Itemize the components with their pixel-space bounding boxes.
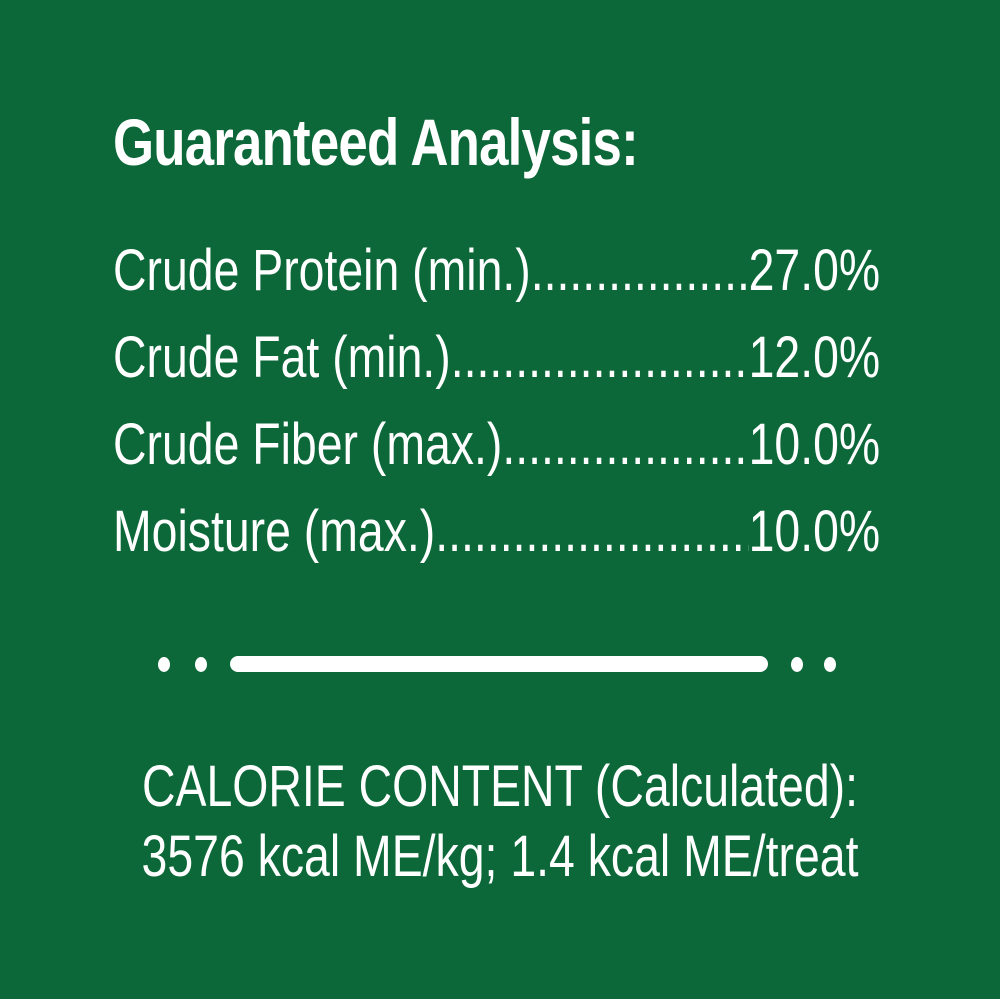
row-label: Crude Fat (min.) [113, 325, 451, 390]
calorie-heading: CALORIE CONTENT (Calculated): [142, 754, 858, 819]
analysis-row: Crude Fat (min.)........................… [113, 323, 880, 410]
row-label: Moisture (max.) [113, 499, 436, 564]
row-value: 27.0% [748, 238, 881, 303]
analysis-row: Crude Protein (min.)....................… [113, 236, 880, 323]
divider-dot [791, 657, 803, 672]
calorie-content: CALORIE CONTENT (Calculated): 3576 kcal … [0, 752, 1000, 892]
page-title: Guaranteed Analysis: [113, 105, 639, 179]
dot-leader: ........................................… [450, 325, 749, 390]
divider-dot [824, 657, 836, 672]
calorie-values: 3576 kcal ME/kg; 1.4 kcal ME/treat [141, 824, 859, 889]
dot-leader: ........................................… [502, 412, 748, 477]
divider-dot [195, 657, 207, 672]
row-label: Crude Fiber (max.) [113, 412, 503, 477]
row-value: 12.0% [748, 325, 881, 390]
dot-leader: ........................................… [530, 238, 749, 303]
dot-leader: ........................................… [435, 499, 749, 564]
row-value: 10.0% [748, 412, 881, 477]
analysis-row: Crude Fiber (max.)......................… [113, 410, 880, 497]
row-value: 10.0% [748, 499, 881, 564]
divider-dot [158, 657, 170, 672]
analysis-table: Crude Protein (min.)....................… [113, 236, 880, 584]
analysis-row: Moisture (max.).........................… [113, 497, 880, 584]
row-label: Crude Protein (min.) [113, 238, 531, 303]
divider-bar [230, 656, 768, 672]
